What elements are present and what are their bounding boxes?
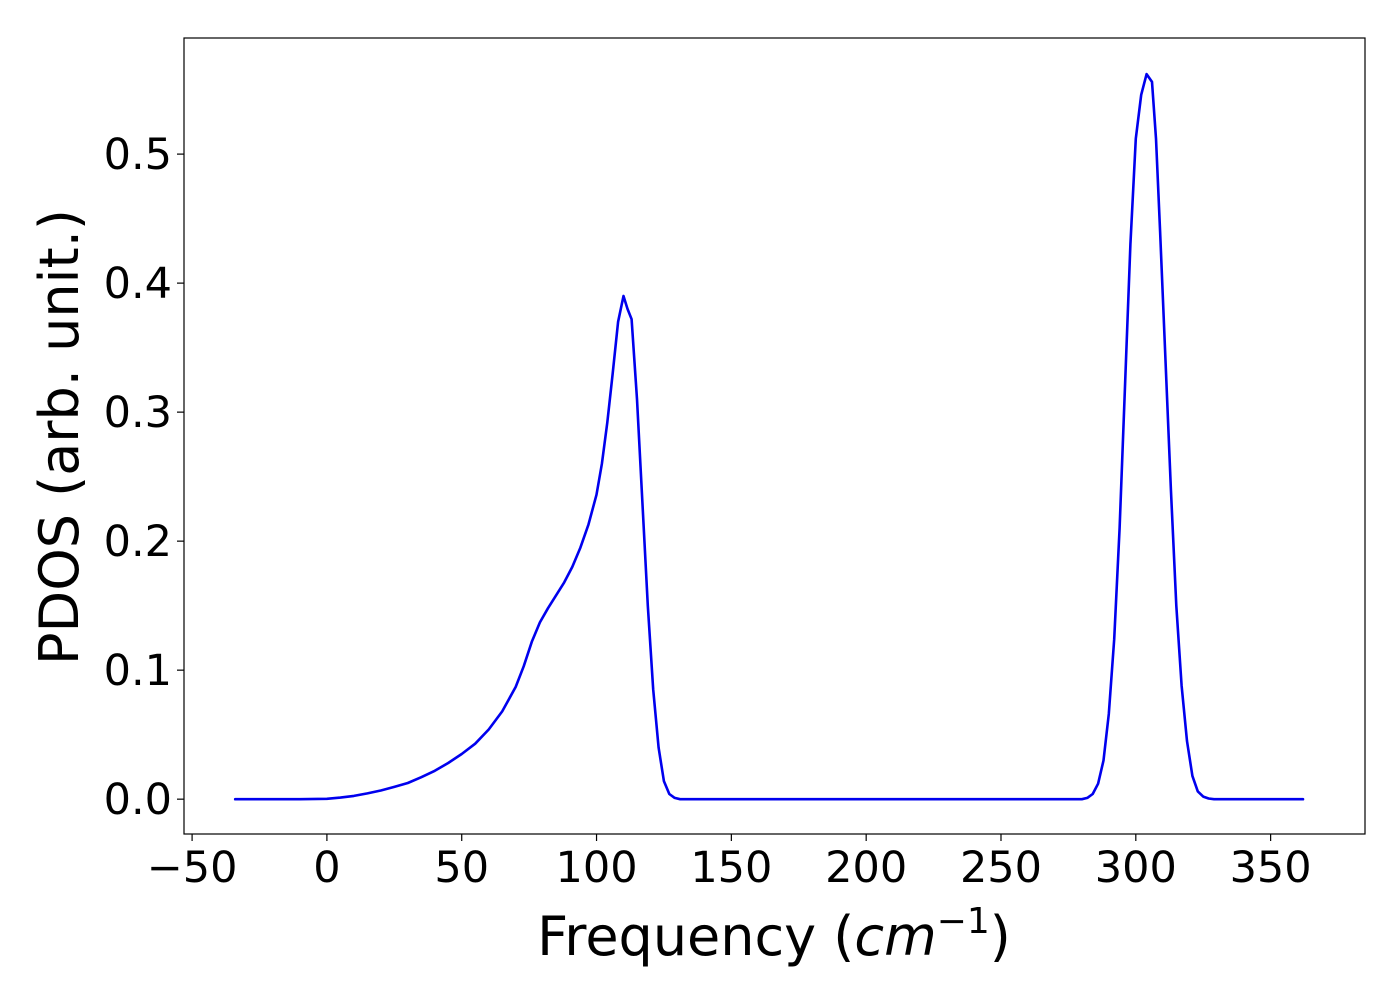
x-axis-label: Frequency (cm−1) xyxy=(537,901,1011,968)
x-tick-label: 350 xyxy=(1230,843,1312,893)
x-tick-label: −50 xyxy=(147,843,238,893)
y-tick-label: 0.0 xyxy=(104,775,172,825)
y-tick-label: 0.4 xyxy=(104,259,172,309)
y-tick-label: 0.1 xyxy=(104,646,172,696)
y-tick-label: 0.5 xyxy=(104,130,172,180)
series-layer xyxy=(233,72,1305,801)
x-axis-label-prefix: Frequency ( xyxy=(537,905,854,968)
x-tick-label: 300 xyxy=(1095,843,1177,893)
x-tick-label: 0 xyxy=(313,843,340,893)
x-tick-label: 50 xyxy=(434,843,489,893)
plot-frame xyxy=(183,37,1366,835)
x-axis-ticks: −50 0 50 100 150 200 250 300 350 xyxy=(147,834,1312,893)
x-axis-label-suffix: ) xyxy=(990,905,1011,968)
x-tick-label: 250 xyxy=(960,843,1042,893)
x-tick-label: 150 xyxy=(690,843,772,893)
x-axis-label-unit: cm xyxy=(854,905,936,968)
y-tick-label: 0.2 xyxy=(104,517,172,567)
y-axis-ticks: 0.0 0.1 0.2 0.3 0.4 0.5 xyxy=(104,130,184,825)
pdos-series-line xyxy=(233,72,1305,801)
x-axis-label-exponent: −1 xyxy=(937,901,990,942)
y-axis-label: PDOS (arb. unit.) xyxy=(28,209,91,665)
x-tick-label: 200 xyxy=(825,843,907,893)
y-tick-label: 0.3 xyxy=(104,388,172,438)
x-tick-label: 100 xyxy=(556,843,638,893)
